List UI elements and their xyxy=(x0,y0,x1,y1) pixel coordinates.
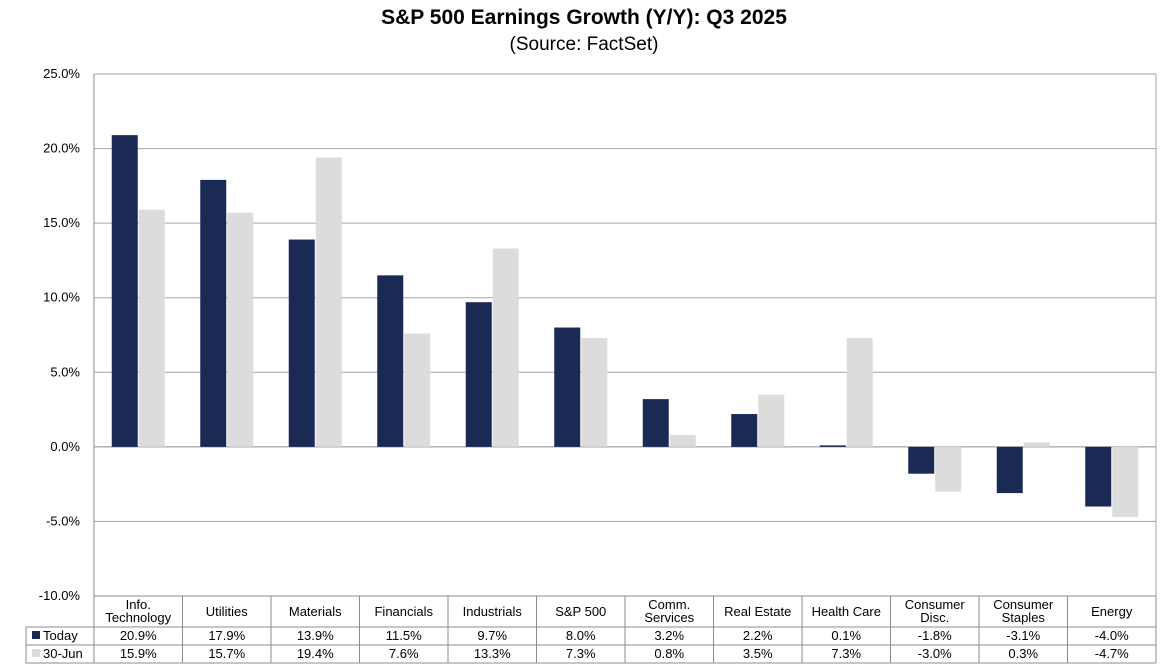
x-category-label: Services xyxy=(644,610,694,625)
bar-today xyxy=(288,239,315,447)
data-label: 19.4% xyxy=(297,646,334,661)
x-category-label: Consumer xyxy=(905,597,966,612)
bar-today xyxy=(731,414,758,447)
y-tick-label: 5.0% xyxy=(50,364,80,379)
bar-today xyxy=(642,399,669,447)
data-label: 11.5% xyxy=(386,628,422,643)
x-category-label: Materials xyxy=(289,604,342,619)
chart-subtitle: (Source: FactSet) xyxy=(509,34,659,55)
x-category-label: Real Estate xyxy=(724,604,791,619)
x-category-label: Info. xyxy=(126,597,151,612)
data-label: 15.7% xyxy=(208,646,245,661)
x-category-label: Energy xyxy=(1091,604,1133,619)
data-label: -4.0% xyxy=(1095,628,1129,643)
bar-today xyxy=(465,302,492,447)
y-tick-label: -5.0% xyxy=(46,513,80,528)
legend-label: 30-Jun xyxy=(43,646,83,661)
bar-jun30 xyxy=(227,212,254,447)
data-label: 17.9% xyxy=(208,628,245,643)
bar-today xyxy=(377,275,404,447)
bar-today xyxy=(996,446,1023,494)
data-label: 2.2% xyxy=(743,628,773,643)
legend-key-jun30 xyxy=(32,649,40,657)
bar-jun30 xyxy=(581,337,608,447)
bar-jun30 xyxy=(758,394,785,447)
data-label: 0.3% xyxy=(1008,646,1038,661)
bar-today xyxy=(111,135,138,447)
y-tick-label: 25.0% xyxy=(43,66,80,81)
data-label: 7.6% xyxy=(389,646,419,661)
y-tick-label: 15.0% xyxy=(43,215,80,230)
x-category-label: Utilities xyxy=(206,604,248,619)
data-label: 7.3% xyxy=(831,646,861,661)
x-category-label: Health Care xyxy=(812,604,881,619)
x-category-label: Comm. xyxy=(648,597,690,612)
y-tick-label: 10.0% xyxy=(43,290,80,305)
data-table: Info.Technology Utilities Materials Financi… xyxy=(25,595,1157,664)
bar-jun30 xyxy=(669,434,696,447)
data-label: 0.8% xyxy=(654,646,684,661)
y-tick-label: -10.0% xyxy=(39,588,81,603)
data-label: 13.3% xyxy=(474,646,511,661)
bar-jun30 xyxy=(846,337,873,447)
bar-jun30 xyxy=(1023,442,1050,447)
x-category-label: Financials xyxy=(374,604,433,619)
x-category-label: Technology xyxy=(105,610,171,625)
bar-jun30 xyxy=(138,209,165,447)
data-label: 8.0% xyxy=(566,628,596,643)
data-label: -3.1% xyxy=(1006,628,1040,643)
data-label: 9.7% xyxy=(477,628,507,643)
data-label: 13.9% xyxy=(297,628,334,643)
bar-today xyxy=(1085,446,1112,507)
bar-jun30 xyxy=(404,333,431,447)
bar-jun30 xyxy=(1112,446,1139,517)
bar-today xyxy=(554,327,581,447)
x-category-label: Staples xyxy=(1002,610,1046,625)
data-label: 0.1% xyxy=(831,628,861,643)
chart-title: S&P 500 Earnings Growth (Y/Y): Q3 2025 xyxy=(381,6,787,29)
bar-jun30 xyxy=(492,248,519,447)
data-label: 3.2% xyxy=(654,628,684,643)
x-category-label: S&P 500 xyxy=(555,604,606,619)
data-label: 7.3% xyxy=(566,646,596,661)
bar-jun30 xyxy=(935,446,962,492)
data-label: -4.7% xyxy=(1095,646,1129,661)
x-category-label: Industrials xyxy=(463,604,523,619)
bars xyxy=(111,135,1139,517)
gridlines xyxy=(94,73,1156,597)
x-category-label: Disc. xyxy=(920,610,949,625)
y-axis: 25.0% 20.0% 15.0% 10.0% 5.0% 0.0% -5.0% -10.0% xyxy=(39,66,1157,603)
data-label: 15.9% xyxy=(120,646,157,661)
bar-jun30 xyxy=(315,157,342,447)
data-label: -3.0% xyxy=(918,646,952,661)
x-category-label: Consumer xyxy=(993,597,1054,612)
data-label: 20.9% xyxy=(120,628,157,643)
legend-label: Today xyxy=(43,628,78,643)
bar-today xyxy=(819,445,846,447)
y-tick-label: 20.0% xyxy=(43,141,80,156)
data-label: 3.5% xyxy=(743,646,773,661)
bar-today xyxy=(908,446,935,474)
legend-key-today xyxy=(32,631,40,639)
y-tick-label: 0.0% xyxy=(50,439,80,454)
bar-today xyxy=(200,179,227,447)
data-label: -1.8% xyxy=(918,628,952,643)
